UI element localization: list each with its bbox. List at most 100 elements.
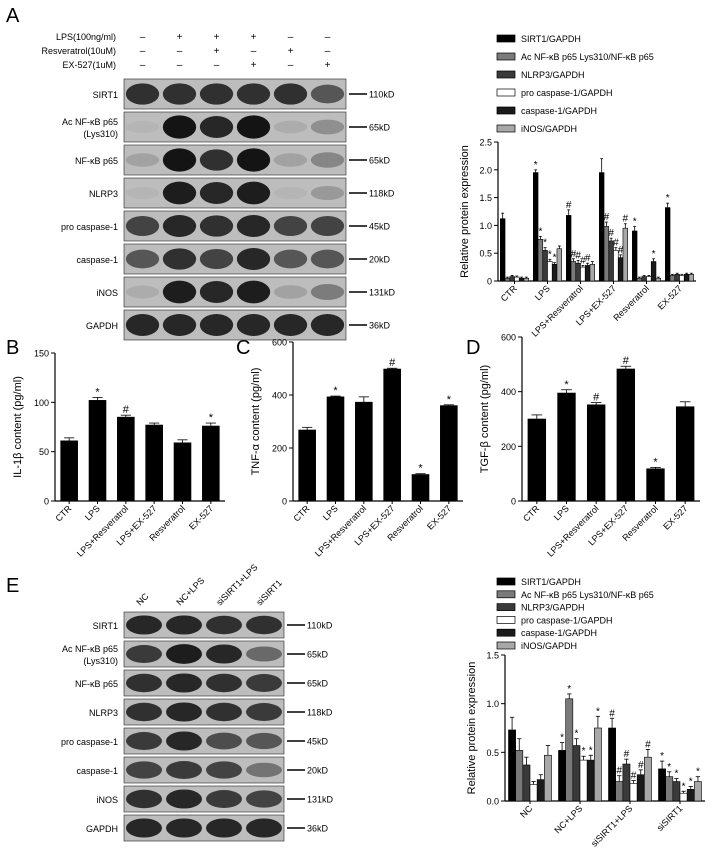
x-tick-label-resveratrol: Resveratrol bbox=[611, 283, 651, 323]
legend-swatch bbox=[496, 590, 516, 599]
legend-swatch bbox=[496, 603, 516, 611]
blot-row-label-nlrp3: NLRP3 bbox=[89, 189, 118, 199]
significance-mark: # bbox=[389, 357, 396, 369]
legend-swatch bbox=[496, 34, 516, 43]
bar-chart-b: 0 50 100 150 IL-1β content (pg/ml) CTR LPSLPS+… bbox=[12, 349, 225, 559]
legend-swatch bbox=[496, 70, 516, 79]
legend-entry-caspase-1-gapdh: caspase-1/GAPDH bbox=[521, 106, 597, 116]
bar bbox=[570, 261, 577, 282]
blot-row-label-inos: iNOS bbox=[96, 795, 118, 805]
significance-mark: * bbox=[560, 733, 564, 744]
blot-row-label-caspase-1: caspase-1 bbox=[76, 255, 118, 265]
blot-band bbox=[199, 313, 234, 337]
blot-band bbox=[236, 313, 271, 337]
significance-mark: # bbox=[585, 253, 591, 264]
y-tick-label: 1.0 bbox=[486, 699, 499, 709]
blot-band bbox=[246, 703, 282, 721]
bar bbox=[586, 759, 595, 802]
bar bbox=[88, 400, 107, 502]
lane-label-nc: NC bbox=[134, 591, 151, 608]
blot-band bbox=[273, 313, 308, 337]
blot-band bbox=[166, 761, 202, 779]
blot-band bbox=[126, 673, 162, 693]
size-label-20kd: 20kD bbox=[307, 766, 329, 776]
treatment-sign: – bbox=[325, 46, 331, 57]
x-tick-label-ex-527: EX-527 bbox=[656, 283, 684, 311]
blot-band bbox=[310, 313, 345, 337]
blot-band bbox=[206, 790, 242, 808]
legend-swatch bbox=[496, 641, 516, 650]
legend-swatch bbox=[496, 88, 516, 97]
blot-band bbox=[166, 673, 202, 693]
size-label-65kd: 65kD bbox=[307, 679, 329, 689]
legend-entry-sirt1-gapdh: SIRT1/GAPDH bbox=[521, 34, 581, 44]
bar bbox=[629, 783, 638, 802]
blot-band bbox=[162, 181, 197, 205]
blot-band bbox=[273, 249, 308, 269]
size-label-131kd: 131kD bbox=[369, 288, 396, 298]
blot-band bbox=[310, 119, 345, 135]
significance-mark: * bbox=[633, 217, 637, 228]
treatment-sign: + bbox=[177, 32, 183, 43]
bar bbox=[665, 776, 674, 802]
bar bbox=[551, 264, 558, 282]
blot-band bbox=[125, 313, 160, 337]
blot-band bbox=[236, 83, 271, 105]
significance-mark: # bbox=[575, 250, 581, 261]
x-tick-label-lps: LPS bbox=[552, 503, 571, 522]
treatment-sign: – bbox=[140, 60, 146, 71]
blot-strip-nf-b-p65 bbox=[123, 144, 347, 176]
bar bbox=[547, 261, 553, 282]
blot-band bbox=[125, 285, 160, 299]
y-tick-label: 0 bbox=[511, 497, 516, 507]
legend-entry-sirt1-gapdh: SIRT1/GAPDH bbox=[521, 577, 581, 587]
treatment-label-ex-527-1um: EX-527(1uM) bbox=[62, 60, 116, 70]
blot-band bbox=[125, 120, 160, 134]
blot-band bbox=[236, 280, 271, 304]
bar bbox=[646, 276, 652, 282]
y-tick-label: 0 bbox=[487, 277, 492, 287]
treatment-sign: + bbox=[214, 46, 220, 57]
treatment-sign: – bbox=[288, 32, 294, 43]
blot-row-label-ac-nf-b-p65: Ac NF-κB p65 bbox=[62, 117, 118, 127]
blot-band bbox=[162, 313, 197, 337]
blot-band bbox=[246, 732, 282, 750]
blot-band bbox=[166, 818, 202, 838]
bar bbox=[509, 276, 515, 282]
bar bbox=[355, 401, 373, 502]
blot-row-label-gapdh: GAPDH bbox=[86, 321, 118, 331]
blot-row-label-sirt1: SIRT1 bbox=[93, 90, 118, 100]
significance-mark: * bbox=[667, 762, 671, 773]
significance-mark: # bbox=[645, 739, 651, 750]
blot-row-label-pro-caspase-1: pro caspase-1 bbox=[61, 737, 118, 747]
blot-band bbox=[166, 789, 202, 809]
blot-band bbox=[206, 673, 242, 693]
significance-mark: * bbox=[689, 776, 693, 787]
blot-band bbox=[236, 247, 271, 271]
y-tick-label: 1.5 bbox=[486, 651, 499, 661]
treatment-sign: – bbox=[177, 60, 183, 71]
y-tick-label: 50 bbox=[39, 447, 49, 457]
y-axis-label: TGF-β content (pg/ml) bbox=[479, 365, 491, 473]
y-axis-label: Relative protein expression bbox=[459, 145, 471, 278]
blot-band bbox=[236, 148, 271, 172]
panel-letter-d: D bbox=[466, 337, 480, 359]
significance-mark: * bbox=[564, 379, 569, 391]
size-label-131kd: 131kD bbox=[307, 795, 334, 805]
lane-label-sisirt1-lps: siSIRT1+LPS bbox=[214, 562, 259, 607]
significance-mark: * bbox=[589, 745, 593, 756]
significance-mark: * bbox=[666, 193, 670, 204]
legend-entry-nlrp3-gapdh: NLRP3/GAPDH bbox=[521, 603, 585, 613]
bar-chart-e: 0.0 0.5 1.0 1.5 Relative protein expression N… bbox=[466, 651, 705, 849]
y-tick-label: 0 bbox=[44, 497, 49, 507]
panel-letter-c: C bbox=[236, 337, 250, 359]
blot-band bbox=[199, 280, 234, 304]
bar bbox=[145, 424, 163, 502]
bar bbox=[518, 277, 525, 282]
legend-swatch bbox=[496, 106, 516, 115]
significance-mark: # bbox=[623, 214, 629, 225]
blot-band bbox=[126, 818, 162, 838]
blot-strip-gapdh bbox=[123, 309, 347, 341]
treatment-sign: – bbox=[140, 32, 146, 43]
bar bbox=[636, 774, 645, 802]
